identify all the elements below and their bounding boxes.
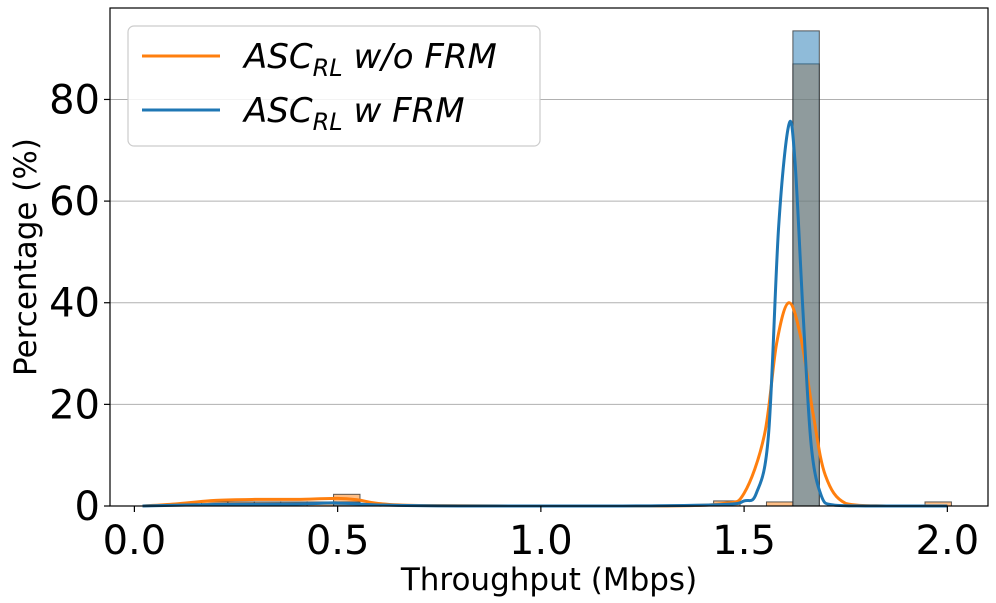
histogram-bar: [765, 501, 794, 507]
kde-lines: [142, 119, 948, 508]
x-tick-label: 1.0: [509, 518, 573, 564]
x-tick-label: 2.0: [916, 518, 980, 564]
kde-line: [142, 119, 948, 508]
y-tick-label: 40: [49, 281, 100, 327]
x-tick-label: 0.5: [306, 518, 370, 564]
y-tick-label: 0: [75, 484, 100, 530]
y-tick-label: 20: [49, 382, 100, 428]
legend: ASCRL w/o FRM ASCRL w FRM: [127, 25, 541, 147]
y-tick-label: 60: [49, 179, 100, 225]
y-axis-label: Percentage (%): [8, 138, 44, 376]
x-axis-label: Throughput (Mbps): [400, 562, 697, 598]
x-tick-label: 1.5: [712, 518, 776, 564]
legend-box: [127, 25, 541, 147]
plot-frame: [109, 7, 989, 507]
legend-label: ASCRL w/o FRM: [242, 37, 497, 82]
histogram-bar: [792, 30, 820, 507]
x-tick-label: 0.0: [103, 518, 167, 564]
legend-label: ASCRL w FRM: [242, 91, 465, 136]
y-tick-label: 80: [49, 77, 100, 123]
axis-ticks: 0.0 0.5 1.0 1.5 2.0 0 20 40 60 80: [49, 77, 979, 564]
